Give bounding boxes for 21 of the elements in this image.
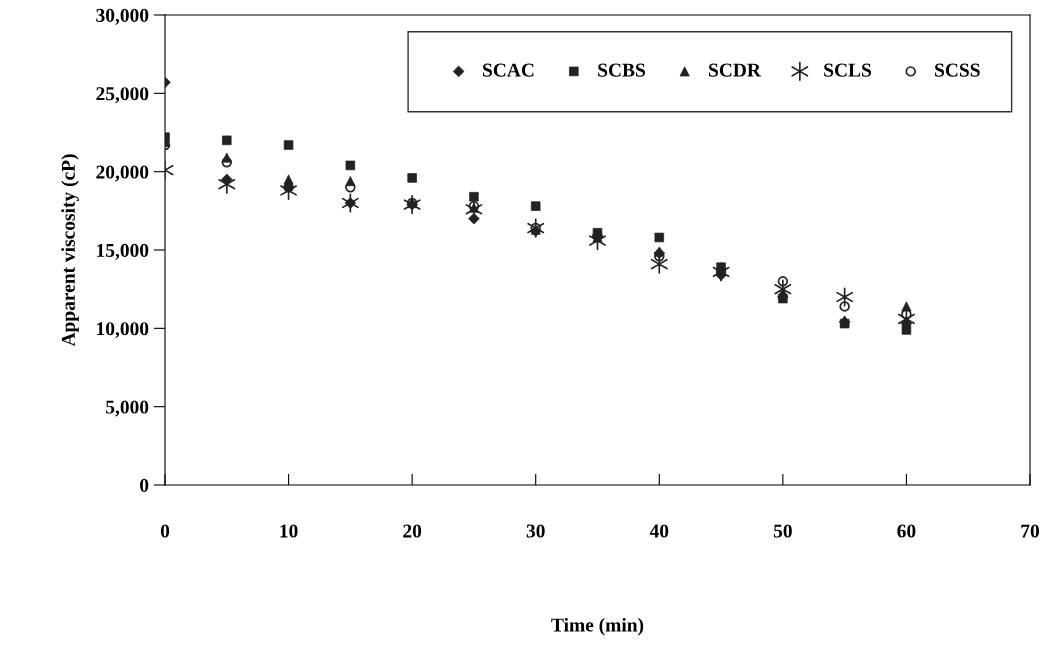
y-tick-label: 30,000 <box>96 8 149 25</box>
legend-label: SCAC <box>483 63 534 77</box>
y-tick-label: 20,000 <box>96 165 149 182</box>
x-tick-label: 40 <box>649 524 669 538</box>
y-tick-label: 25,000 <box>96 87 149 104</box>
x-tick-label: 30 <box>526 524 545 538</box>
x-tick-label: 50 <box>773 524 792 538</box>
x-tick-label: 10 <box>280 524 298 538</box>
legend-label: SCBS <box>598 63 645 77</box>
x-axis-title: Time (min) <box>551 617 644 636</box>
y-tick-label: 15,000 <box>97 243 149 260</box>
y-tick-label: 10,000 <box>97 322 149 339</box>
legend-label: SCSS <box>935 63 980 77</box>
legend-label: SCDR <box>709 63 762 77</box>
y-axis-title: Apparent viscosity (cP) <box>61 154 79 347</box>
y-tick-label: 5,000 <box>106 400 149 417</box>
x-tick-label: 0 <box>160 524 170 538</box>
x-tick-label: 70 <box>1021 524 1039 538</box>
x-tick-label: 20 <box>403 524 422 538</box>
x-tick-label: 60 <box>897 524 916 538</box>
y-tick-label: 0 <box>140 478 149 492</box>
